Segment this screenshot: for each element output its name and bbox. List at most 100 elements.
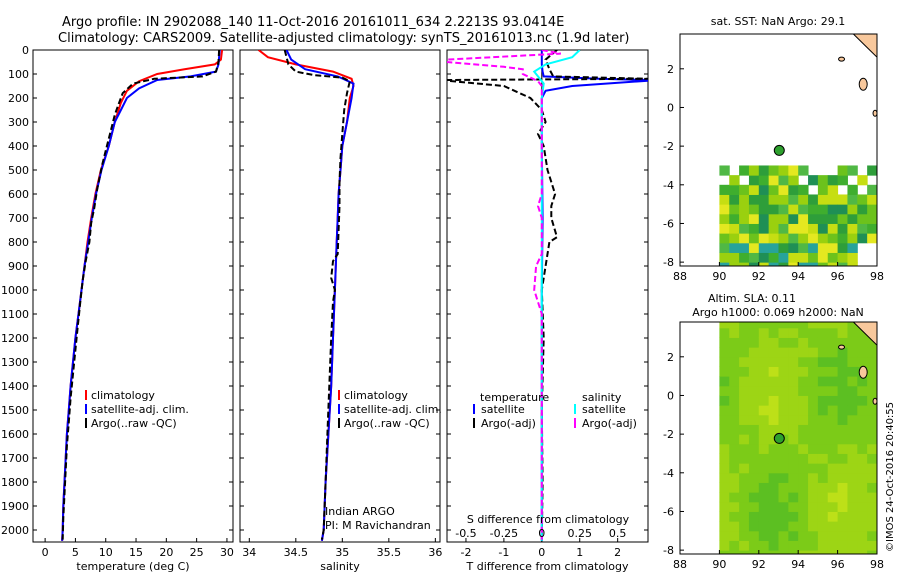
map-cell [729,414,740,425]
map-cell [748,501,760,512]
salinity-profile-chart: 34 34.5 35 35.5 36 salinity climatologysatelli… [239,49,442,573]
map-cell [719,472,730,483]
map-cell [778,501,789,512]
series-line-satellite-adj-clim- [285,50,355,541]
map-cell [748,434,760,445]
land-mass [852,322,877,346]
map-cell [748,540,760,551]
map-cell [739,501,750,512]
map-cell [827,327,839,338]
y-tick-label: 500 [8,164,29,177]
map-cell [817,472,829,483]
map-cell [837,175,848,186]
map-cell [847,395,858,406]
map-cell [857,530,868,541]
map-cell [837,453,848,464]
map-cell [808,175,819,186]
map-cell [817,550,829,554]
map-cell [817,204,829,215]
map-cell [729,492,740,503]
map-cell [817,223,829,234]
map-cell [817,327,829,338]
map-cell [748,184,760,195]
map-cell [867,385,877,396]
map-cell [729,327,740,338]
map-cell [808,511,819,522]
map-cell [817,337,829,348]
map-cell [719,521,730,532]
map-cell [748,175,760,186]
map-cell [739,395,750,406]
map-cell [788,262,799,266]
land-mass [852,34,877,58]
map-cell [847,472,858,483]
x-tick-label: 5 [72,546,79,559]
map-cell [778,511,789,522]
island [872,397,877,405]
map-cell [808,204,819,215]
map-cell [768,175,779,186]
map-cell [768,322,779,329]
map-cell [817,511,829,522]
x-tick-label: 35 [335,546,349,559]
map-cell [778,453,789,464]
map-cell [837,233,848,244]
map-cell [739,223,750,234]
x-axis-label: temperature (deg C) [76,560,189,573]
map-cell [847,366,858,377]
map-cell [798,337,809,348]
map-cell [817,424,829,435]
map-cell [739,184,750,195]
map-cell [788,550,799,554]
x-tick-label: 34.5 [284,546,309,559]
map-cell [748,337,760,348]
map-cell [837,405,848,416]
sla-map-title-1: Altim. SLA: 0.11 [708,292,796,305]
difference-profile-chart: -2 -1 0 1 2T difference from climatology -0.5… [446,49,649,573]
map-cell [798,501,809,512]
map-cell [729,530,740,541]
map-cell [798,463,809,474]
y-tick-label: 800 [8,236,29,249]
map-cell [808,501,819,512]
y-tick-label: -4 [663,179,674,192]
map-cell [837,385,848,396]
y-tick-label: 900 [8,260,29,273]
s-tick-label: -0.5 [455,527,476,540]
map-cell [739,385,750,396]
map-cell [729,540,740,551]
map-cell [729,521,740,532]
map-cell [867,414,877,425]
y-tick-label: 1300 [1,356,29,369]
map-cell [788,530,799,541]
map-cell [788,233,799,244]
map-cell [817,322,829,329]
map-cell [719,184,730,195]
map-cell [719,395,730,406]
map-cell [739,540,750,551]
map-cell [748,233,760,244]
map-cell [758,366,770,377]
map-cell [867,463,877,474]
map-cell [758,395,770,406]
map-cell [768,540,779,551]
map-cell [729,252,740,263]
map-cell [758,521,770,532]
map-cell [837,511,848,522]
map-cell [837,262,848,266]
x-tick-label: 36 [428,546,442,559]
map-cell [837,501,848,512]
map-cell [798,472,809,483]
map-cell [748,356,760,367]
map-cell [827,223,839,234]
map-cell [729,501,740,512]
map-cell [758,165,770,176]
map-cell [847,501,858,512]
map-cell [808,530,819,541]
map-cell [867,204,877,215]
map-cell [739,165,750,176]
argo-float-marker [773,144,785,156]
map-cell [788,175,799,186]
header-line-2: Climatology: CARS2009. Satellite-adjuste… [58,31,630,46]
map-cell [867,511,877,522]
